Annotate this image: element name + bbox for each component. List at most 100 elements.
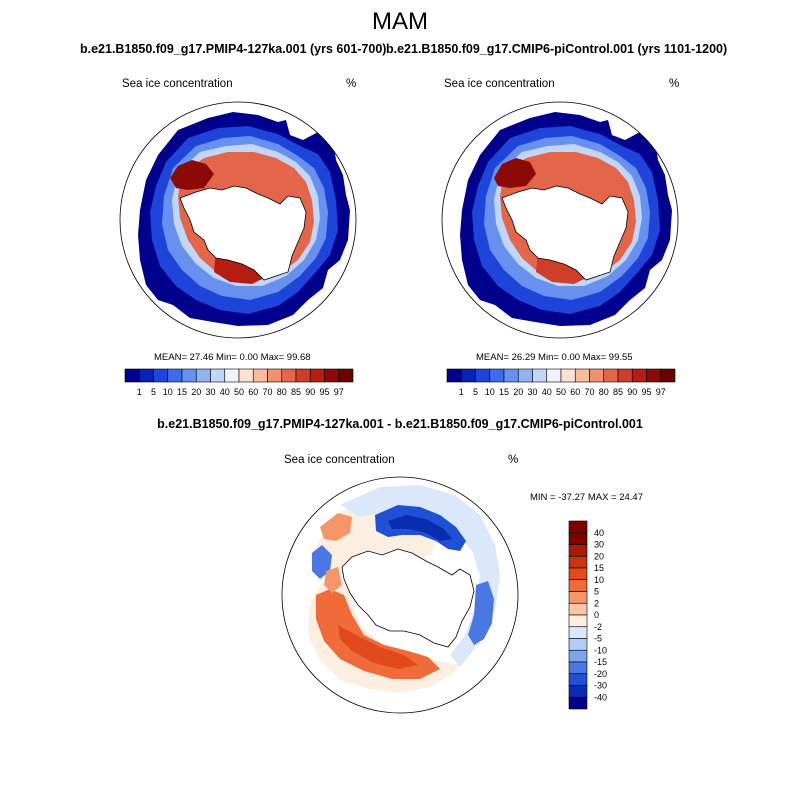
- colorbar-right-tick-label: 20: [513, 387, 523, 397]
- colorbar-right-swatch: [631, 368, 647, 383]
- colorbar-left-swatch: [295, 368, 311, 383]
- colorbar-right-swatch: [489, 368, 505, 383]
- colorbar-diff-swatch: [568, 532, 588, 545]
- colorbar-right-swatch: [589, 368, 605, 383]
- colorbar-right-swatch: [546, 368, 562, 383]
- colorbar-right-swatch: [660, 368, 676, 383]
- colorbar-right-swatch: [617, 368, 633, 383]
- colorbar-left-tick-label: 30: [205, 387, 215, 397]
- colorbar-left-tick-label: 90: [305, 387, 315, 397]
- colorbar-diff-swatch: [568, 567, 588, 581]
- colorbar-left-tick-label: 15: [177, 387, 187, 397]
- colorbar-diff-tick-label: 10: [594, 575, 604, 585]
- colorbar-left-tick-label: 5: [151, 387, 156, 397]
- colorbar-diff-tick-label: 5: [594, 587, 599, 597]
- colorbar-diff-tick-label: 0: [594, 610, 599, 620]
- colorbar-right-tick-label: 50: [556, 387, 566, 397]
- diff-north-positive: [320, 513, 352, 541]
- colorbar-left-tick-label: 40: [220, 387, 230, 397]
- colorbar-left-swatch: [138, 368, 154, 383]
- weddell-sea-ice: [170, 160, 214, 190]
- colorbar-right-tick-label: 95: [641, 387, 651, 397]
- colorbar-left-swatch: [153, 368, 169, 383]
- colorbar-right-swatch: [646, 368, 662, 383]
- colorbar-right-tick-label: 80: [599, 387, 609, 397]
- colorbar-right-swatch: [446, 368, 462, 383]
- colorbar-left-tick-label: 95: [319, 387, 329, 397]
- colorbar-diff-swatch: [568, 602, 588, 616]
- colorbar-diff-swatch: [568, 638, 588, 651]
- colorbar-diff-tick-label: -20: [594, 669, 607, 679]
- colorbar-diff-swatch: [568, 696, 588, 710]
- colorbar-diff-swatch: [568, 614, 588, 628]
- antarctica-continent: [179, 185, 307, 281]
- colorbar-right-tick-label: 5: [473, 387, 478, 397]
- colorbar-right-tick-label: 30: [527, 387, 537, 397]
- colorbar-diff-tick-label: -30: [594, 681, 607, 691]
- colorbar-right: 1 5 10 15 20 30 40 50 60 70 80 85 90 95 97: [446, 368, 676, 397]
- diff-weddell-strong-negative: [388, 515, 452, 541]
- diff-west-negative: [312, 545, 332, 579]
- colorbar-diff-tick-label: 30: [594, 540, 604, 550]
- diff-pacific-strong-positive: [338, 625, 418, 669]
- colorbar-diff-tick-label: 40: [594, 528, 604, 538]
- colorbar-right-tick-label: 15: [499, 387, 509, 397]
- figure-title: MAM: [372, 8, 428, 35]
- colorbar-diff-tick-label: -5: [594, 634, 602, 644]
- panel-right-stats: MEAN= 26.29 Min= 0.00 Max= 99.55: [476, 352, 633, 363]
- colorbar-left-tick-label: 97: [334, 387, 344, 397]
- colorbar-right-swatch: [503, 368, 519, 383]
- colorbar-left-tick-label: 10: [163, 387, 173, 397]
- colorbar-left-swatch: [181, 368, 197, 383]
- diff-west-positive: [324, 567, 342, 593]
- colorbar-left-swatch: [210, 368, 226, 383]
- panel-right-units-label: %: [669, 78, 680, 90]
- colorbar-right-tick-label: 40: [542, 387, 552, 397]
- colorbar-right-tick-label: 90: [627, 387, 637, 397]
- colorbar-right-swatch: [475, 368, 491, 383]
- colorbar-right-tick-label: 60: [570, 387, 580, 397]
- colorbar-left-tick-label: 20: [191, 387, 201, 397]
- colorbar-right-tick-label: 85: [613, 387, 623, 397]
- colorbar-left-swatch: [324, 368, 340, 383]
- diff-units-label: %: [508, 454, 519, 466]
- colorbar-left-swatch: [309, 368, 325, 383]
- map-right-panel: [441, 101, 679, 339]
- diff-east-negative: [468, 581, 494, 645]
- colorbar-right-swatch: [517, 368, 533, 383]
- antarctica-continent: [501, 185, 629, 281]
- colorbar-left-swatch: [338, 368, 354, 383]
- colorbar-left-swatch: [281, 368, 297, 383]
- colorbar-right-tick-label: 10: [485, 387, 495, 397]
- colorbar-diff-swatch: [568, 544, 588, 557]
- weddell-sea-ice: [494, 158, 536, 188]
- colorbar-left-swatch: [224, 368, 240, 383]
- colorbar-diff-swatch: [568, 685, 588, 698]
- diff-title: b.e21.B1850.f09_g17.PMIP4-127ka.001 - b.…: [157, 417, 643, 431]
- panel-left-stats: MEAN= 27.46 Min= 0.00 Max= 99.68: [154, 352, 311, 363]
- colorbar-diff-tick-label: -15: [594, 657, 607, 667]
- colorbar-diff-swatch: [568, 520, 588, 534]
- colorbar-left-swatch: [238, 368, 254, 383]
- colorbar-diff-swatch: [568, 591, 588, 604]
- colorbar-diff-tick-label: 20: [594, 551, 604, 561]
- colorbar-diff-tick-label: 15: [594, 563, 604, 573]
- colorbar-left-swatch: [124, 368, 140, 383]
- colorbar-right-swatch: [460, 368, 476, 383]
- diff-light-blue-region: [340, 485, 500, 667]
- colorbar-left-swatch: [167, 368, 183, 383]
- colorbar-diff-swatch: [568, 673, 588, 686]
- colorbar-diff-tick-label: -10: [594, 645, 607, 655]
- colorbar-left-tick-label: 80: [277, 387, 287, 397]
- colorbar-right-tick-label: 97: [656, 387, 666, 397]
- colorbar-diff-swatch: [568, 579, 588, 592]
- panel-left-title: b.e21.B1850.f09_g17.PMIP4-127ka.001 (yrs…: [80, 42, 387, 56]
- colorbar-left-tick-label: 85: [291, 387, 301, 397]
- colorbar-left-tick-label: 60: [248, 387, 258, 397]
- diff-variable-label: Sea ice concentration: [284, 454, 395, 466]
- colorbar-left-swatch: [252, 368, 268, 383]
- colorbar-right-swatch: [603, 368, 619, 383]
- colorbar-left-tick-label: 70: [262, 387, 272, 397]
- colorbar-right-tick-label: 1: [459, 387, 464, 397]
